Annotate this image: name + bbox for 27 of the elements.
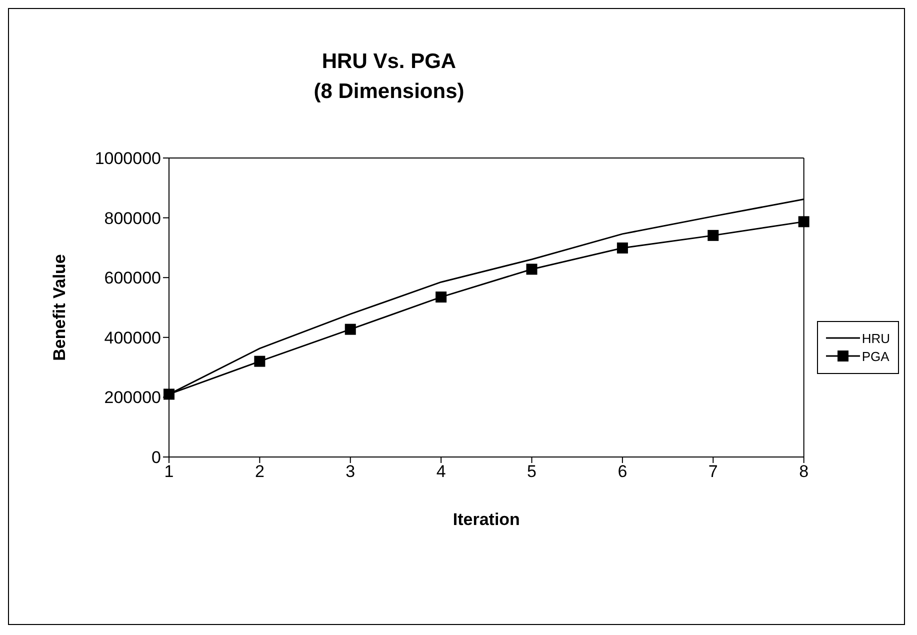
point (436, 292, 447, 303)
y-tick-label: 400000 (104, 328, 161, 348)
legend-label: PGA (862, 348, 890, 364)
chart-subtitle: (8 Dimensions) (312, 79, 466, 105)
y-tick-label: 0 (152, 448, 161, 468)
legend-label: HRU (862, 330, 890, 346)
x-tick-label: 3 (346, 462, 356, 482)
x-tick-label: 4 (436, 462, 446, 482)
chart-title: HRU Vs. PGA (320, 49, 458, 75)
y-tick-label: 200000 (104, 388, 161, 408)
y-tick-label: 800000 (104, 208, 161, 228)
y-axis-title: Benefit Value (50, 254, 70, 361)
point (254, 356, 266, 367)
point (708, 230, 719, 241)
x-tick-label: 2 (254, 462, 264, 482)
x-tick-label: 6 (618, 462, 628, 482)
point (798, 216, 810, 228)
x-tick-label: 8 (799, 462, 809, 482)
point (616, 242, 628, 254)
y-tick-label: 1000000 (94, 149, 161, 168)
x-tick-label: 1 (164, 462, 174, 482)
x-axis-title: Iteration (452, 510, 520, 529)
x-tick-label: 7 (708, 462, 718, 482)
y-tick-label: 600000 (104, 268, 161, 288)
x-tick-label: 5 (527, 462, 536, 482)
point (526, 264, 538, 275)
point (344, 324, 356, 335)
